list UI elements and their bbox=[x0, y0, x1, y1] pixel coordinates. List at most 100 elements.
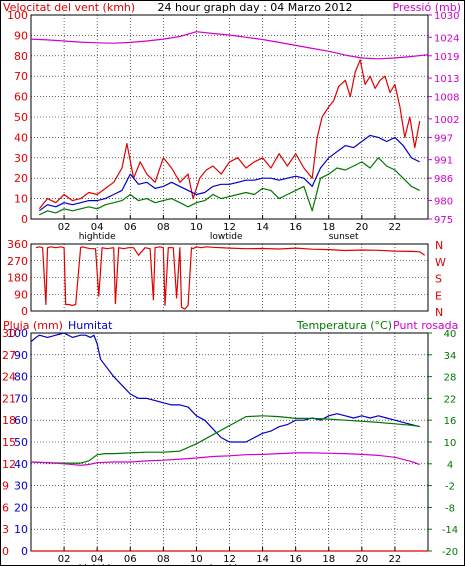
pressure-series-line bbox=[30, 31, 429, 60]
wind-y-tick-label: 0 bbox=[21, 213, 28, 226]
hum-x-tick-label: 22 bbox=[389, 554, 402, 565]
compass-letter: N bbox=[435, 239, 443, 252]
wind-x-tick-label: 20 bbox=[355, 222, 368, 233]
humidity-y-tick-label: 90 bbox=[14, 349, 28, 362]
hum-x-tick-label: 18 bbox=[322, 554, 335, 565]
temp-y-tick-label: 10 bbox=[444, 438, 457, 449]
dir-y-tick-label: 180 bbox=[7, 272, 28, 285]
rain-y-tick-label: 9 bbox=[2, 480, 9, 493]
wind-y-tick-label: 20 bbox=[14, 172, 28, 185]
wind-y-tick-label: 70 bbox=[14, 70, 28, 83]
hum-x-tick-label: 16 bbox=[289, 554, 302, 565]
wind-y-tick-label: 40 bbox=[14, 131, 28, 144]
hum-x-tick-label: 20 bbox=[355, 554, 368, 565]
temp-y-tick-label: 4 bbox=[447, 460, 453, 471]
humidity-y-tick-label: 20 bbox=[14, 501, 28, 514]
wind-y-tick-label: 100 bbox=[7, 9, 28, 22]
dir-y-tick-label: 360 bbox=[7, 238, 28, 251]
compass-letter: E bbox=[435, 289, 442, 302]
rain-y-tick-label: 12 bbox=[2, 458, 16, 471]
wind-y-tick-label: 30 bbox=[14, 152, 28, 165]
pressure-y-tick-label: 1002 bbox=[434, 115, 459, 126]
wind-x-tick-label: 10 bbox=[190, 222, 203, 233]
page-title: 24 hour graph day : 04 Marzo 2012 bbox=[157, 1, 352, 14]
humidity-y-tick-label: 10 bbox=[14, 523, 28, 536]
rain-y-tick-label: 30 bbox=[2, 327, 16, 340]
rain-y-tick-label: 3 bbox=[2, 523, 9, 536]
wind-tide-label: hightide bbox=[79, 232, 116, 242]
wind-pressure-chart: 0102030405060708090100975980986991997100… bbox=[7, 9, 459, 242]
pressure-y-tick-label: 1013 bbox=[434, 74, 459, 85]
pressure-y-tick-label: 1019 bbox=[434, 52, 459, 63]
wind-x-tick-label: 22 bbox=[389, 222, 402, 233]
wind-tide-label: lowtide bbox=[210, 232, 243, 242]
wind-x-tick-label: 12 bbox=[223, 222, 236, 233]
rain-y-tick-label: 15 bbox=[2, 436, 16, 449]
wind-y-tick-label: 50 bbox=[14, 111, 28, 124]
wind-tide-label: sunset bbox=[329, 232, 359, 242]
rain-axis-title: Pluja (mm) bbox=[3, 319, 63, 332]
dir-y-tick-label: 90 bbox=[14, 288, 28, 301]
compass-letter: S bbox=[435, 273, 442, 286]
humidity-temperature-chart: 0102030405060708090100036912151821242730… bbox=[2, 327, 458, 566]
temperature-axis-title: Temperatura (°C) bbox=[296, 319, 392, 332]
temp-y-tick-label: 40 bbox=[444, 329, 457, 340]
wind-x-tick-label: 16 bbox=[289, 222, 302, 233]
rain-y-tick-label: 21 bbox=[2, 392, 16, 405]
temp-series-line bbox=[30, 415, 420, 464]
hum-x-tick-label: 02 bbox=[58, 554, 71, 565]
wind-direction-line bbox=[35, 246, 426, 310]
temp-y-tick-label: 22 bbox=[444, 394, 457, 405]
pressure-y-tick-label: 1008 bbox=[434, 93, 459, 104]
temp-y-tick-label: 16 bbox=[444, 416, 457, 427]
hum-x-tick-label: 04 bbox=[91, 554, 104, 565]
wind-y-tick-label: 90 bbox=[14, 29, 28, 42]
temp-y-tick-label: -2 bbox=[445, 482, 455, 493]
wind-axis-title: Velocitat del vent (kmh) bbox=[3, 1, 135, 14]
hum-x-tick-label: 10 bbox=[190, 554, 203, 565]
rain-y-tick-label: 0 bbox=[2, 545, 9, 558]
rain-y-tick-label: 27 bbox=[2, 349, 16, 362]
wind-y-tick-label: 80 bbox=[14, 50, 28, 63]
temp-y-tick-label: -8 bbox=[445, 503, 455, 514]
pressure-y-tick-label: 986 bbox=[434, 174, 453, 185]
humidity-y-tick-label: 40 bbox=[14, 458, 28, 471]
humidity-y-tick-label: 100 bbox=[7, 327, 28, 340]
dew-series-line bbox=[30, 452, 420, 466]
pressure-y-tick-label: 991 bbox=[434, 156, 453, 167]
hum-x-tick-label: 08 bbox=[157, 554, 170, 565]
windlow-series-line bbox=[39, 157, 420, 216]
wind-series-line bbox=[38, 59, 421, 210]
hum-x-tick-label: 06 bbox=[124, 554, 137, 565]
wind-x-tick-label: 18 bbox=[322, 222, 335, 233]
hum-tide-label: sunset bbox=[329, 564, 359, 566]
humidity-y-tick-label: 0 bbox=[21, 545, 28, 558]
wind-x-tick-label: 04 bbox=[91, 222, 104, 233]
windavg-series-line bbox=[38, 134, 420, 212]
temp-y-tick-label: 34 bbox=[444, 351, 457, 362]
pressure-y-tick-label: 997 bbox=[434, 133, 453, 144]
wind-x-tick-label: 14 bbox=[256, 222, 269, 233]
hum-x-tick-label: 12 bbox=[223, 554, 236, 565]
pressure-y-tick-label: 975 bbox=[434, 215, 453, 226]
humidity-y-tick-label: 80 bbox=[14, 371, 28, 384]
hum-series-line bbox=[30, 332, 420, 443]
wind-x-tick-label: 08 bbox=[157, 222, 170, 233]
pressure-y-tick-label: 1030 bbox=[434, 11, 459, 22]
wind-y-tick-label: 60 bbox=[14, 91, 28, 104]
temp-y-tick-label: -14 bbox=[442, 525, 458, 536]
rain-y-tick-label: 6 bbox=[2, 501, 9, 514]
rain-y-tick-label: 18 bbox=[2, 414, 16, 427]
pressure-axis-title: Pressió (mb) bbox=[392, 1, 461, 14]
pressure-y-tick-label: 980 bbox=[434, 196, 453, 207]
temp-y-tick-label: 28 bbox=[444, 373, 457, 384]
dewpoint-axis-title: Punt rosada bbox=[393, 319, 458, 332]
hum-x-tick-label: 14 bbox=[256, 554, 269, 565]
wind-y-tick-label: 10 bbox=[14, 193, 28, 206]
pressure-y-tick-label: 1024 bbox=[434, 33, 459, 44]
wind-x-tick-label: 06 bbox=[124, 222, 137, 233]
rain-y-tick-label: 24 bbox=[2, 371, 16, 384]
hum-tide-label: hightide bbox=[79, 564, 116, 566]
